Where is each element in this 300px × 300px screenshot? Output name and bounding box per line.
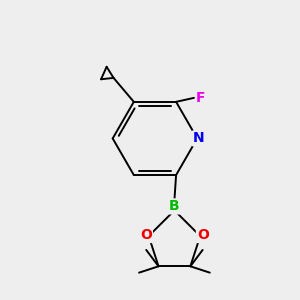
Text: N: N	[193, 131, 205, 146]
Text: B: B	[169, 200, 180, 213]
Text: O: O	[140, 228, 152, 242]
Text: F: F	[196, 91, 206, 105]
Text: O: O	[197, 228, 209, 242]
